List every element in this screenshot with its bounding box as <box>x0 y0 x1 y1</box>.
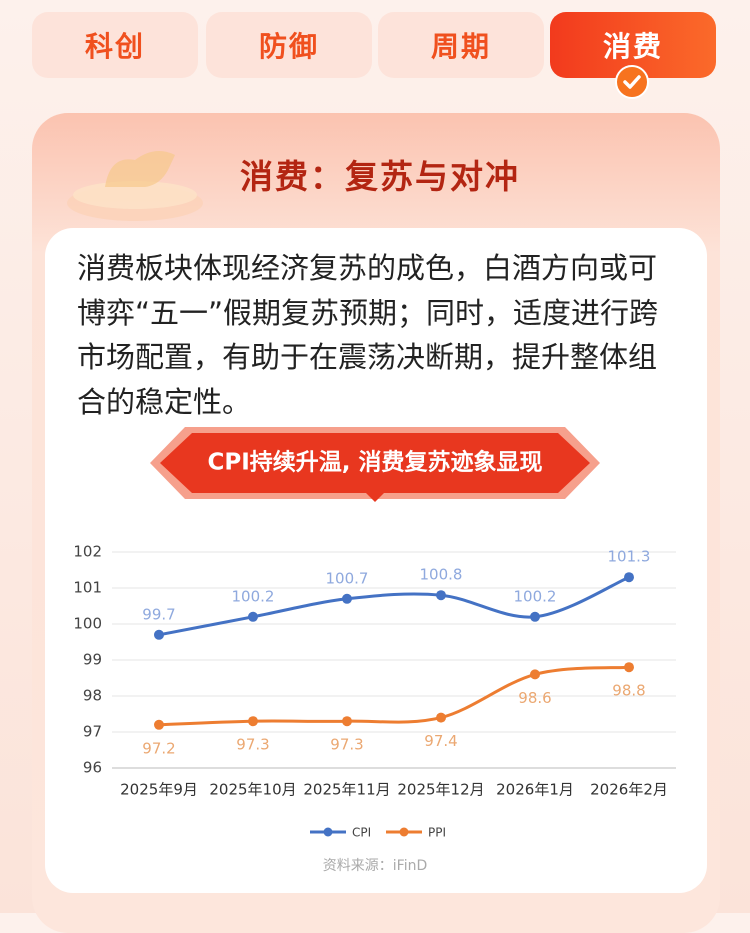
x-tick-label: 2026年1月 <box>496 781 574 799</box>
data-label: 100.8 <box>420 566 463 584</box>
data-point <box>436 590 446 601</box>
chart: CPI持续升温, 消费复苏迹象显现 96 97 98 99 100 101 102 2025年… <box>73 427 676 874</box>
data-label: 97.2 <box>142 739 175 757</box>
decoration <box>67 151 203 221</box>
tab[interactable]: 科创 <box>32 12 198 78</box>
banner-notch <box>366 493 384 502</box>
x-tick-label: 2025年10月 <box>209 781 296 799</box>
content-card <box>45 228 707 893</box>
x-tick-label: 2026年2月 <box>590 781 668 799</box>
data-point <box>436 712 446 723</box>
y-tick-label: 102 <box>73 543 102 561</box>
data-point <box>248 716 258 727</box>
data-point <box>530 611 540 622</box>
data-label: 97.3 <box>236 736 269 754</box>
data-label: 98.8 <box>612 682 645 700</box>
y-tick-label: 100 <box>73 615 102 633</box>
body-text: 消费板块体现经济复苏的成色，白酒方向或可博弈“五一”假期复苏预期；同时，适度进行… <box>77 251 659 419</box>
data-point <box>624 572 634 583</box>
y-tick-label: 98 <box>83 687 102 705</box>
y-tick-label: 97 <box>83 723 102 741</box>
data-label: 97.3 <box>330 736 363 754</box>
tab[interactable]: 周期 <box>378 12 544 78</box>
x-tick-label: 2025年12月 <box>397 781 484 799</box>
tab-active[interactable]: 消费 <box>550 12 716 78</box>
data-point <box>248 611 258 622</box>
series-line <box>158 665 630 727</box>
legend-swatch-dot <box>323 827 333 837</box>
check-icon <box>615 65 649 99</box>
data-point <box>624 662 634 673</box>
x-tick-label: 2025年11月 <box>303 781 390 799</box>
data-point <box>154 719 164 730</box>
data-label: 99.7 <box>142 605 175 623</box>
y-tick-label: 99 <box>83 651 102 669</box>
banner-text: CPI持续升温, 消费复苏迹象显现 <box>207 449 542 476</box>
data-point <box>342 593 352 604</box>
legend-label: PPI <box>428 826 446 840</box>
source-note: 资料来源：iFinD <box>323 858 427 874</box>
x-tick-label: 2025年9月 <box>120 781 198 799</box>
data-label: 98.6 <box>518 689 551 707</box>
data-label: 100.2 <box>232 587 275 605</box>
data-point <box>530 669 540 680</box>
legend-swatch-dot <box>399 827 409 837</box>
y-tick-label: 101 <box>73 579 102 597</box>
legend-label: CPI <box>352 826 371 840</box>
data-point <box>154 629 164 640</box>
data-point <box>342 716 352 727</box>
section-title: 消费：复苏与对冲 <box>240 157 520 196</box>
data-label: 100.7 <box>326 569 369 587</box>
data-label: 100.2 <box>514 587 557 605</box>
banner <box>160 433 590 493</box>
data-label: 101.3 <box>608 548 651 566</box>
series-line <box>158 575 630 637</box>
data-label: 97.4 <box>424 732 457 750</box>
tab[interactable]: 防御 <box>206 12 372 78</box>
y-tick-label: 96 <box>83 759 102 777</box>
